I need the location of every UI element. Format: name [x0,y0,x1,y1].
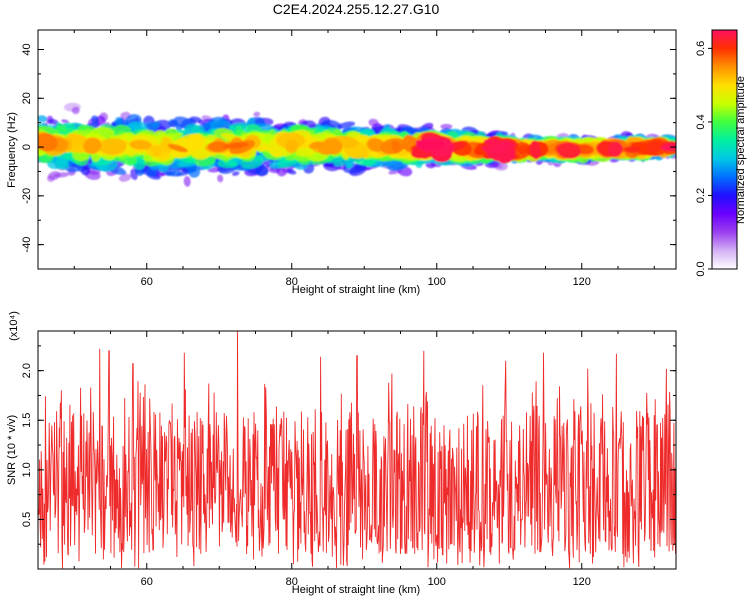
spectrogram-ytick-label-1: -20 [21,188,33,204]
snr-panel: 60 80 100 120 0.5 1.0 1.5 2.0 Height of straigh… [6,311,677,596]
colorbar-ticks: 0.0 0.2 0.4 0.6 [695,41,712,277]
spectrogram-ytick-label-4: 40 [21,43,33,55]
snr-xlabel: Height of straight line (km) [292,584,420,596]
spectrogram-heatmap [38,102,676,187]
snr-y-multiplier: (x10⁴) [8,311,20,341]
snr-xtick-label-2: 100 [428,576,446,588]
figure-title: C2E4.2024.255.12.27.G10 [273,1,440,17]
spectrogram-xtick-label-0: 60 [141,276,153,288]
snr-axes: 60 80 100 120 0.5 1.0 1.5 2.0 [21,331,676,588]
snr-ytick-label-0: 0.5 [21,512,33,527]
colorbar-tick-label-2: 0.4 [695,114,707,129]
snr-ytick-label-3: 2.0 [21,363,33,378]
spectrogram-ytick-label-0: -40 [21,237,33,253]
colorbar-gradient [711,29,738,270]
snr-xtick-label-1: 80 [286,576,298,588]
snr-frame [37,330,677,570]
spectrogram-panel: 60 80 100 120 -40 -20 0 20 40 Height of straight… [6,29,677,296]
snr-ytick-label-2: 1.5 [21,413,33,428]
snr-xtick-label-3: 120 [573,576,591,588]
snr-xtick-label-0: 60 [141,576,153,588]
colorbar-label: Normalized spectral amplitude [735,76,747,224]
spectrogram-xlabel: Height of straight line (km) [292,284,420,296]
spectrogram-frame [37,29,677,270]
snr-ylabel: SNR (10 * v/v) [6,415,18,485]
snr-ytick-label-1: 1.0 [21,462,33,477]
spectrogram-ylabel: Frequency (Hz) [6,112,18,188]
colorbar-tick-label-3: 0.6 [695,41,707,56]
spectrogram-ytick-label-3: 20 [21,92,33,104]
spectrogram-axes: 60 80 100 120 -40 -20 0 20 40 [21,30,676,288]
spectrogram-ytick-label-2: 0 [21,144,33,150]
colorbar-tick-label-0: 0.0 [695,261,707,276]
snr-series-line [38,331,676,569]
colorbar-tick-label-1: 0.2 [695,188,707,203]
spectrogram-xtick-label-1: 80 [286,276,298,288]
spectrogram-xtick-label-3: 120 [573,276,591,288]
colorbar: 0.0 0.2 0.4 0.6 Normalized spectral amplitu… [695,29,747,277]
spectrogram-xtick-label-2: 100 [428,276,446,288]
